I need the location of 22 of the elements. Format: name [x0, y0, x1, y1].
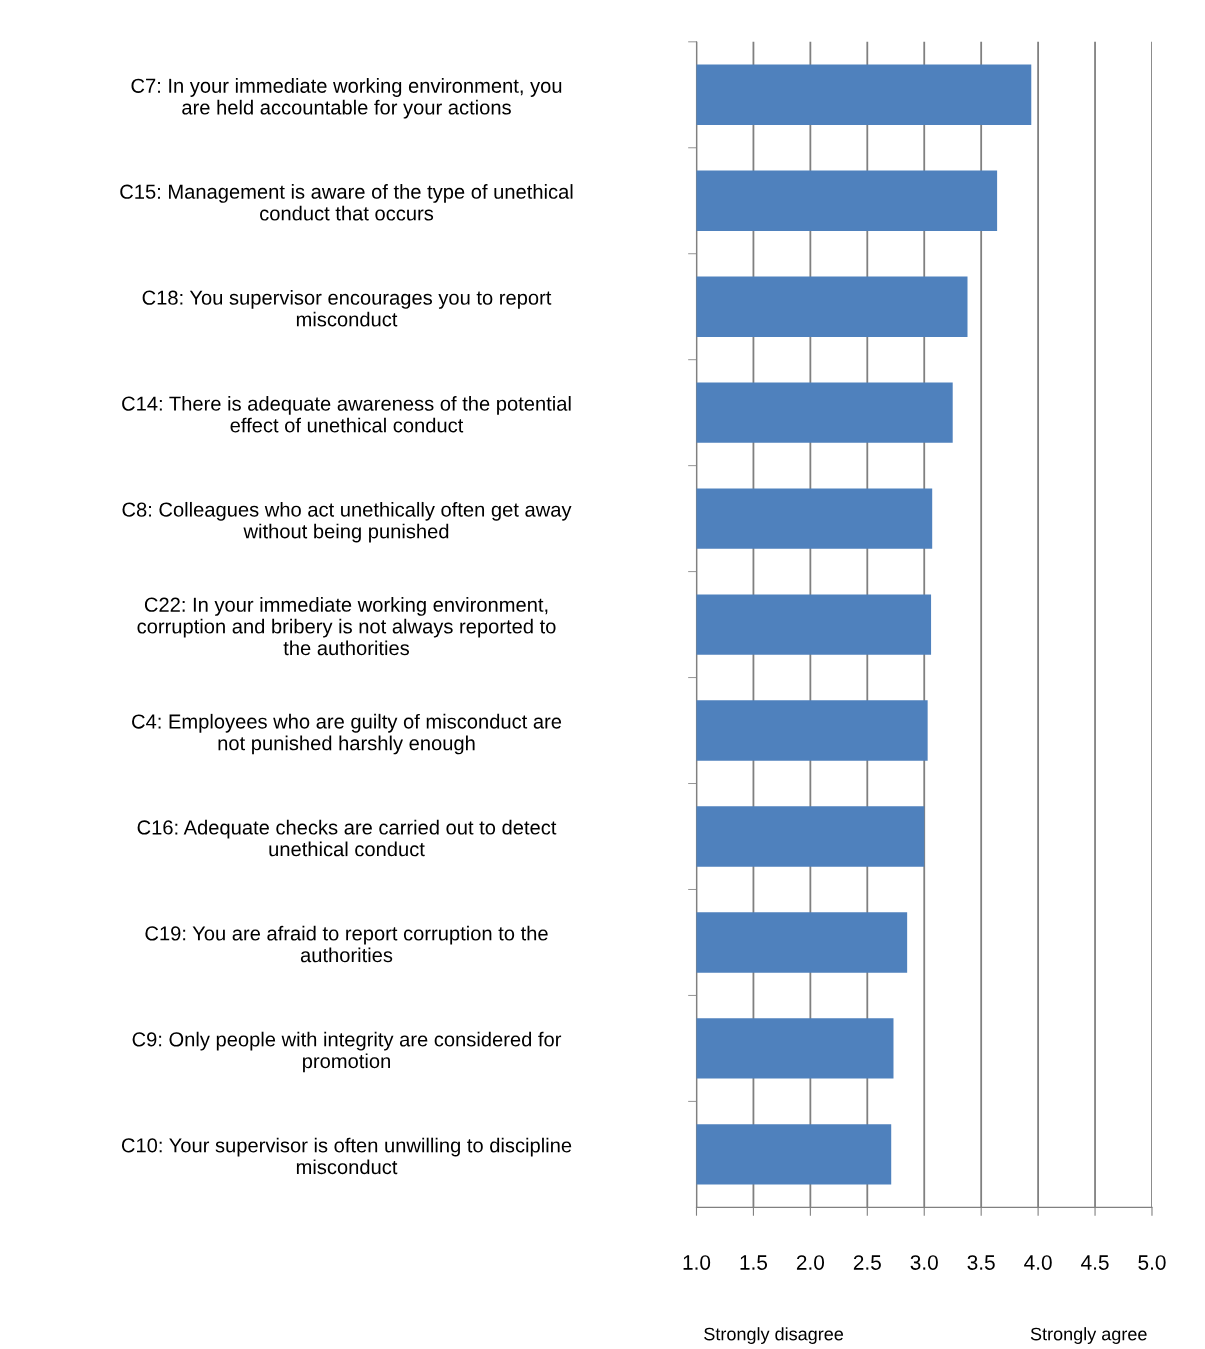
y-tick-label: C19: You are afraid to report corruption to the authorities — [145, 925, 548, 963]
y-tick-label: C10: Your supervisor is often unwilling to discipline misconduct — [121, 1137, 572, 1175]
y-tick-label: C9: Only people with integrity are considered for promotion — [132, 1031, 562, 1073]
y-tick-label: C4: Employees who are guilty of misconduct are not punished harshly enough — [132, 713, 562, 755]
x-tick-label: 3.5 — [967, 1255, 995, 1270]
x-tick-label: 1.5 — [740, 1255, 768, 1270]
y-tick-label: C7: In your immediate working environment, you are held accountable for your actions — [131, 78, 562, 119]
y-tick-label: C22: In your immediate working environment, corruption and bribery is not always reported to the authorities — [137, 597, 556, 656]
y-tick-label: C15: Management is aware of the type of unethical conduct that occurs — [120, 184, 573, 221]
y-tick-label: C14: There is adequate awareness of the potential effect of unethical conduct — [122, 395, 571, 433]
x-tick-label: 3.0 — [910, 1255, 938, 1270]
x-tick-label: 5.0 — [1138, 1255, 1166, 1270]
x-tick-label: 2.5 — [853, 1255, 881, 1270]
y-tick-label: C8: Colleagues who act unethically often get away without being punished — [122, 501, 572, 543]
x-tick-label: 1.0 — [683, 1255, 711, 1270]
y-tick-label: C18: You supervisor encourages you to report misconduct — [142, 290, 552, 327]
text: Strongly disagree — [704, 1327, 844, 1344]
x-tick-label: 2.0 — [796, 1255, 825, 1270]
x-tick-label: 4.0 — [1024, 1255, 1052, 1270]
text: Strongly agree — [1030, 1327, 1147, 1344]
x-tick-label: 4.5 — [1081, 1255, 1109, 1270]
y-tick-label: C16: Adequate checks are carried out to detect unethical conduct — [137, 819, 557, 857]
